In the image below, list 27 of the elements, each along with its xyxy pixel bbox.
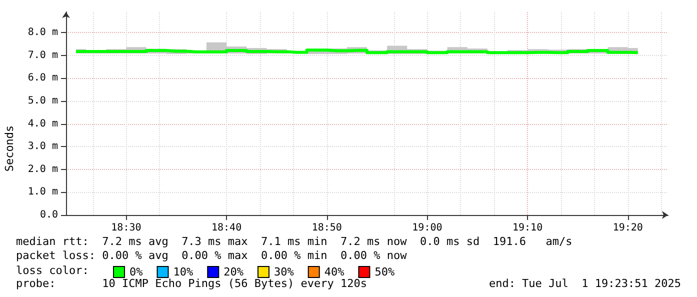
y-tick-label: 5.0 m xyxy=(28,95,58,106)
y-tick-label: 4.0 m xyxy=(28,118,58,130)
y-tick-label: 8.0 m xyxy=(28,27,58,38)
legend-label: 40% xyxy=(324,266,345,278)
text: probe: 10 ICMP Echo Pings (56 Bytes) every 120s xyxy=(16,277,367,290)
legend-label: 50% xyxy=(374,266,395,278)
x-tick-label: 18:30 xyxy=(111,222,142,234)
x-tick-label: 19:00 xyxy=(412,222,442,234)
text: end: Tue Jul 1 19:23:51 2025 xyxy=(488,277,682,290)
legend-label: 20% xyxy=(224,266,244,278)
y-axis-title: Seconds xyxy=(3,125,16,172)
legend-label: 0% xyxy=(130,266,144,278)
legend-label: 10% xyxy=(173,266,194,278)
text: median rtt: 7.2 ms avg 7.3 ms max 7.1 ms min 7.2 ms now 0.0 ms sd 191.6 am/s xyxy=(16,235,572,248)
y-tick-label: 2.0 m xyxy=(28,164,58,175)
x-tick-label: 18:50 xyxy=(312,222,342,234)
y-tick-label: 3.0 m xyxy=(28,141,58,152)
x-tick-label: 19:20 xyxy=(612,222,643,234)
y-tick-label: 7.0 m xyxy=(28,50,58,61)
x-tick-label: 19:10 xyxy=(512,222,543,234)
x-tick-label: 18:40 xyxy=(211,222,242,234)
y-tick-label: 1.0 m xyxy=(28,186,58,198)
y-tick-label: 6.0 m xyxy=(28,72,58,84)
legend-title: loss color: xyxy=(16,264,89,277)
text: packet loss: 0.00 % avg 0.00 % max 0.00 % min 0.00 % now xyxy=(16,249,408,262)
legend-label: 30% xyxy=(274,266,294,278)
y-tick-label: 0.0 xyxy=(40,210,58,220)
